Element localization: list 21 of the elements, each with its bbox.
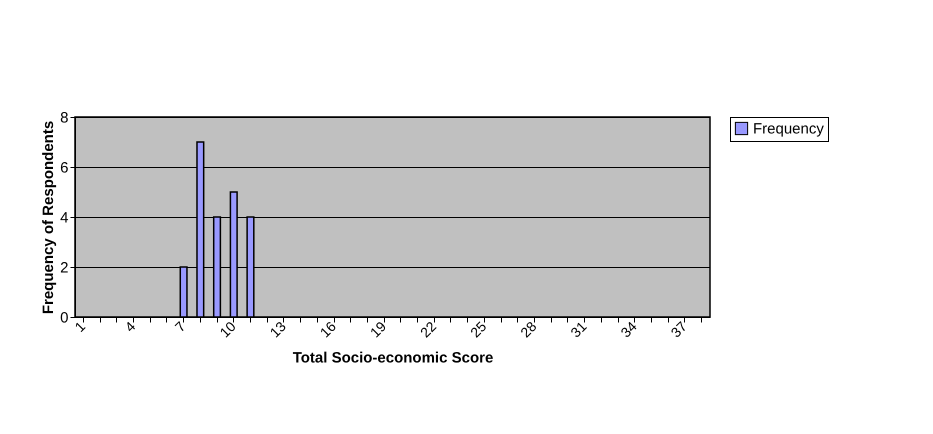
y-axis-title: Frequency of Respondents (40, 120, 58, 314)
x-tick-label: 4 (122, 318, 139, 335)
x-tick-label: 1 (71, 318, 88, 335)
y-tick-label: 2 (60, 260, 68, 276)
x-tick-label: 34 (617, 318, 640, 340)
y-tick-label: 0 (60, 310, 68, 326)
y-tick-label: 4 (60, 210, 68, 226)
x-tick-label: 22 (416, 318, 440, 340)
x-axis-title: Total Socio-economic Score (292, 349, 494, 366)
x-tick-label: 28 (517, 318, 540, 340)
x-tick-label: 7 (172, 318, 189, 335)
legend-label: Frequency (753, 120, 824, 138)
x-tick-label: 19 (366, 318, 390, 340)
x-tick-label: 25 (467, 318, 490, 340)
x-tick-label: 13 (266, 318, 289, 340)
x-tick-label: 37 (668, 318, 690, 340)
x-tick-label: 10 (216, 318, 239, 340)
y-tick-label: 8 (60, 110, 68, 126)
y-tick-label: 6 (60, 160, 68, 176)
x-tick-label: 31 (567, 318, 590, 340)
x-tick-label: 16 (316, 318, 340, 340)
